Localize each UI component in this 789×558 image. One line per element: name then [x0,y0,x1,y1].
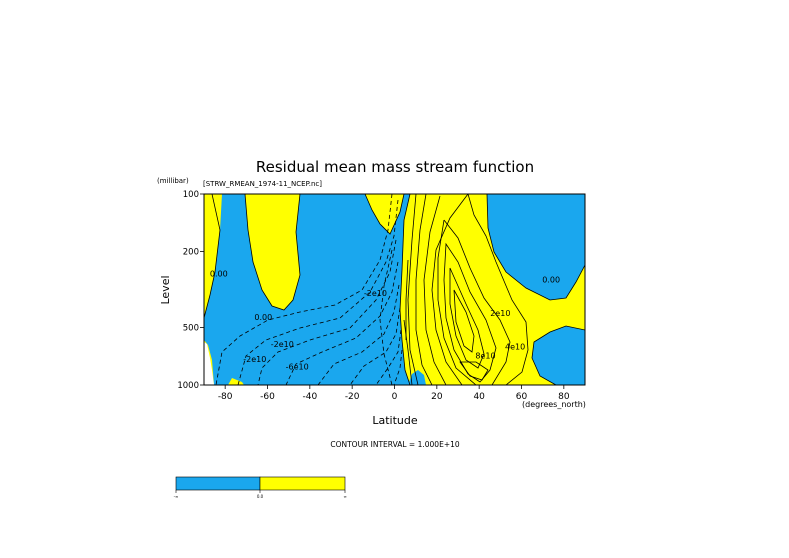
contour-label: 0.00 [254,313,272,322]
contour-label-group: 0.00 0.00 -2e10 -2e10 -6e10 -2e10 2e10 0.00 4e10… [210,269,560,371]
contour-interval-note: CONTOUR INTERVAL = 1.000E+10 [330,440,460,449]
x-axis: -80 -60 -40 -20 0 20 40 60 80 [218,385,570,402]
contour-label: 2e10 [490,309,510,318]
positive-contour [405,259,409,340]
y-axis: 100 200 500 1000 [177,190,204,391]
colorbar-label: ∞ [343,494,346,499]
negative-contours [215,194,403,385]
negative-region-nh-upper [487,194,585,300]
colorbar-negative-swatch [175,476,261,491]
colorbar: -∞ 0.0 ∞ [174,476,347,499]
plot-area: 0.00 0.00 -2e10 -2e10 -6e10 -2e10 2e10 0.00 4e10… [204,194,585,385]
contour-label: 0.00 [542,275,560,284]
positive-contour [407,194,419,385]
x-axis-label: Latitude [372,414,418,427]
chart-subtitle: [STRW_RMEAN_1974-11_NCEP.nc] [203,180,322,188]
zero-contour [486,194,585,301]
contour-label: 4e10 [505,343,525,352]
zero-contour [244,194,301,311]
negative-contour [379,249,393,385]
negative-contour [285,261,399,385]
negative-contour [393,349,403,385]
x-units-label: (degrees_north) [522,400,586,409]
positive-contour [449,267,485,369]
positive-contour [459,361,489,381]
y-axis-label: Level [159,275,172,304]
zero-contour [531,325,585,385]
positive-contour [431,194,469,385]
contour-label: -2e10 [271,340,294,349]
x-tick-label: -40 [302,392,317,402]
x-tick-label: -80 [218,392,233,402]
y-tick-label: 1000 [177,381,199,391]
colorbar-label: -∞ [174,494,179,499]
x-tick-label: 80 [558,392,570,402]
negative-contour [237,199,399,385]
chart-title: Residual mean mass stream function [256,158,534,176]
positive-region-south-surface [228,378,244,385]
x-tick-label: 60 [516,392,528,402]
x-tick-label: -60 [260,392,275,402]
positive-contour [467,194,529,385]
positive-region-southmid [245,194,300,310]
negative-region-nh-lower [532,326,585,385]
zero-contour [204,194,221,319]
colorbar-positive-swatch [259,476,346,491]
positive-contour [443,242,497,383]
contour-label: -2e10 [364,289,387,298]
contour-label: 8e10 [475,351,495,360]
contour-label: -6e10 [286,362,309,371]
positive-contours [403,194,529,385]
positive-contour [403,319,413,385]
missing-region-antarctica [204,342,214,385]
zero-contour [364,194,405,235]
negative-contour [349,307,401,385]
positive-contour [415,194,433,385]
negative-contour [215,194,393,385]
colorbar-label: 0.0 [257,494,264,499]
positive-contour [437,219,477,385]
positive-contour [453,289,475,353]
contour-lines [204,194,585,385]
negative-contour [317,284,400,385]
x-tick-label: 20 [431,392,443,402]
y-tick-label: 200 [183,247,199,257]
positive-contour [423,195,447,385]
y-tick-label: 500 [183,324,199,334]
negative-contour [375,329,402,385]
negative-contour [257,239,397,385]
x-tick-label: 0 [392,392,398,402]
positive-region-southpole [204,194,222,320]
x-tick-label: -20 [345,392,360,402]
y-units-label: (millibar) [157,177,189,185]
negative-region-equator-surface [408,370,426,385]
positive-contour [443,219,511,385]
x-tick-label: 40 [473,392,485,402]
contour-label: 0.00 [210,269,228,278]
y-tick-label: 100 [183,190,199,200]
contour-label: -2e10 [243,355,266,364]
